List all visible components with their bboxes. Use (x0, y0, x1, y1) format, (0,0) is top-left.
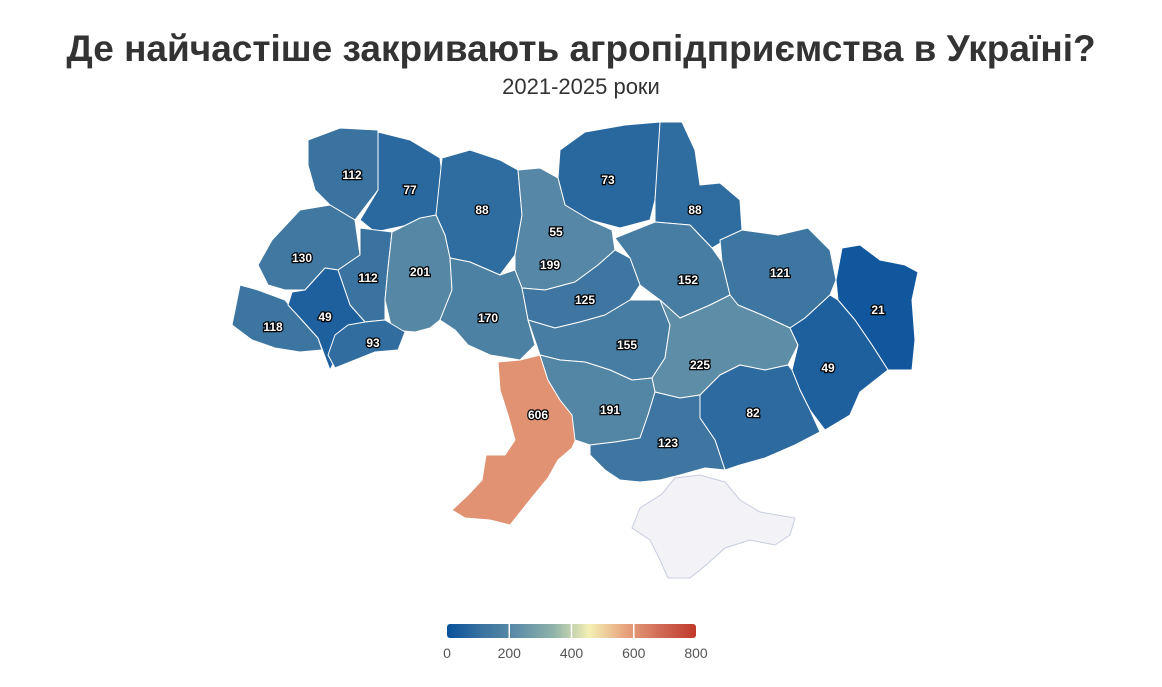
value-label-chernihiv: 73 (601, 173, 615, 187)
value-label-zhytomyr: 88 (475, 203, 489, 217)
map-title: Де найчастіше закривають агропідприємств… (66, 28, 1096, 69)
value-label-mykolaiv: 191 (600, 403, 620, 417)
value-label-kharkiv: 121 (770, 266, 790, 280)
value-label-cherkasy: 125 (575, 293, 595, 307)
value-label-donetsk: 49 (821, 361, 835, 375)
value-label-ternopil: 112 (358, 271, 378, 285)
regions-layer (231, 121, 919, 526)
value-label-volyn: 112 (342, 168, 362, 182)
value-label-odesa: 606 (528, 408, 548, 422)
value-label-poltava: 152 (678, 273, 698, 287)
map-subtitle: 2021-2025 роки (502, 74, 660, 99)
value-label-kyiv: 199 (540, 258, 560, 272)
value-label-rivne: 77 (403, 183, 417, 197)
value-label-kirovohrad: 155 (617, 338, 637, 352)
legend-tick-label: 0 (443, 645, 451, 661)
value-label-kherson: 123 (658, 436, 678, 450)
legend-ticks: 0 200 400 600 800 (443, 624, 708, 661)
legend-tick-label: 600 (622, 645, 646, 661)
value-label-zakarpattia: 118 (263, 320, 283, 334)
value-label-chernivtsi: 93 (366, 336, 380, 350)
value-label-luhansk: 21 (871, 303, 885, 317)
value-label-dnipropetrovsk: 225 (690, 358, 710, 372)
value-label-zaporizhzhia: 82 (746, 406, 760, 420)
legend-tick-label: 200 (498, 645, 522, 661)
region-vinnytsia[interactable] (439, 257, 536, 361)
value-label-kyiv-city: 55 (549, 225, 563, 239)
region-sumy[interactable] (654, 121, 743, 249)
labels-layer: 112 77 88 73 88 130 112 201 55 199 152 121 125 21 118 4… (262, 167, 886, 452)
legend-tick-label: 400 (560, 645, 584, 661)
legend-tick-label: 800 (684, 645, 708, 661)
value-label-sumy: 88 (688, 203, 702, 217)
region-crimea[interactable] (631, 474, 796, 579)
value-label-vinnytsia: 170 (478, 311, 498, 325)
color-legend: 0 200 400 600 800 (443, 624, 708, 661)
value-label-khmelnytskyi: 201 (410, 265, 430, 279)
region-kherson[interactable] (589, 391, 726, 483)
value-label-lviv: 130 (292, 251, 312, 265)
value-label-ivano-frankivsk: 49 (318, 310, 332, 324)
region-chernivtsi[interactable] (327, 319, 406, 369)
